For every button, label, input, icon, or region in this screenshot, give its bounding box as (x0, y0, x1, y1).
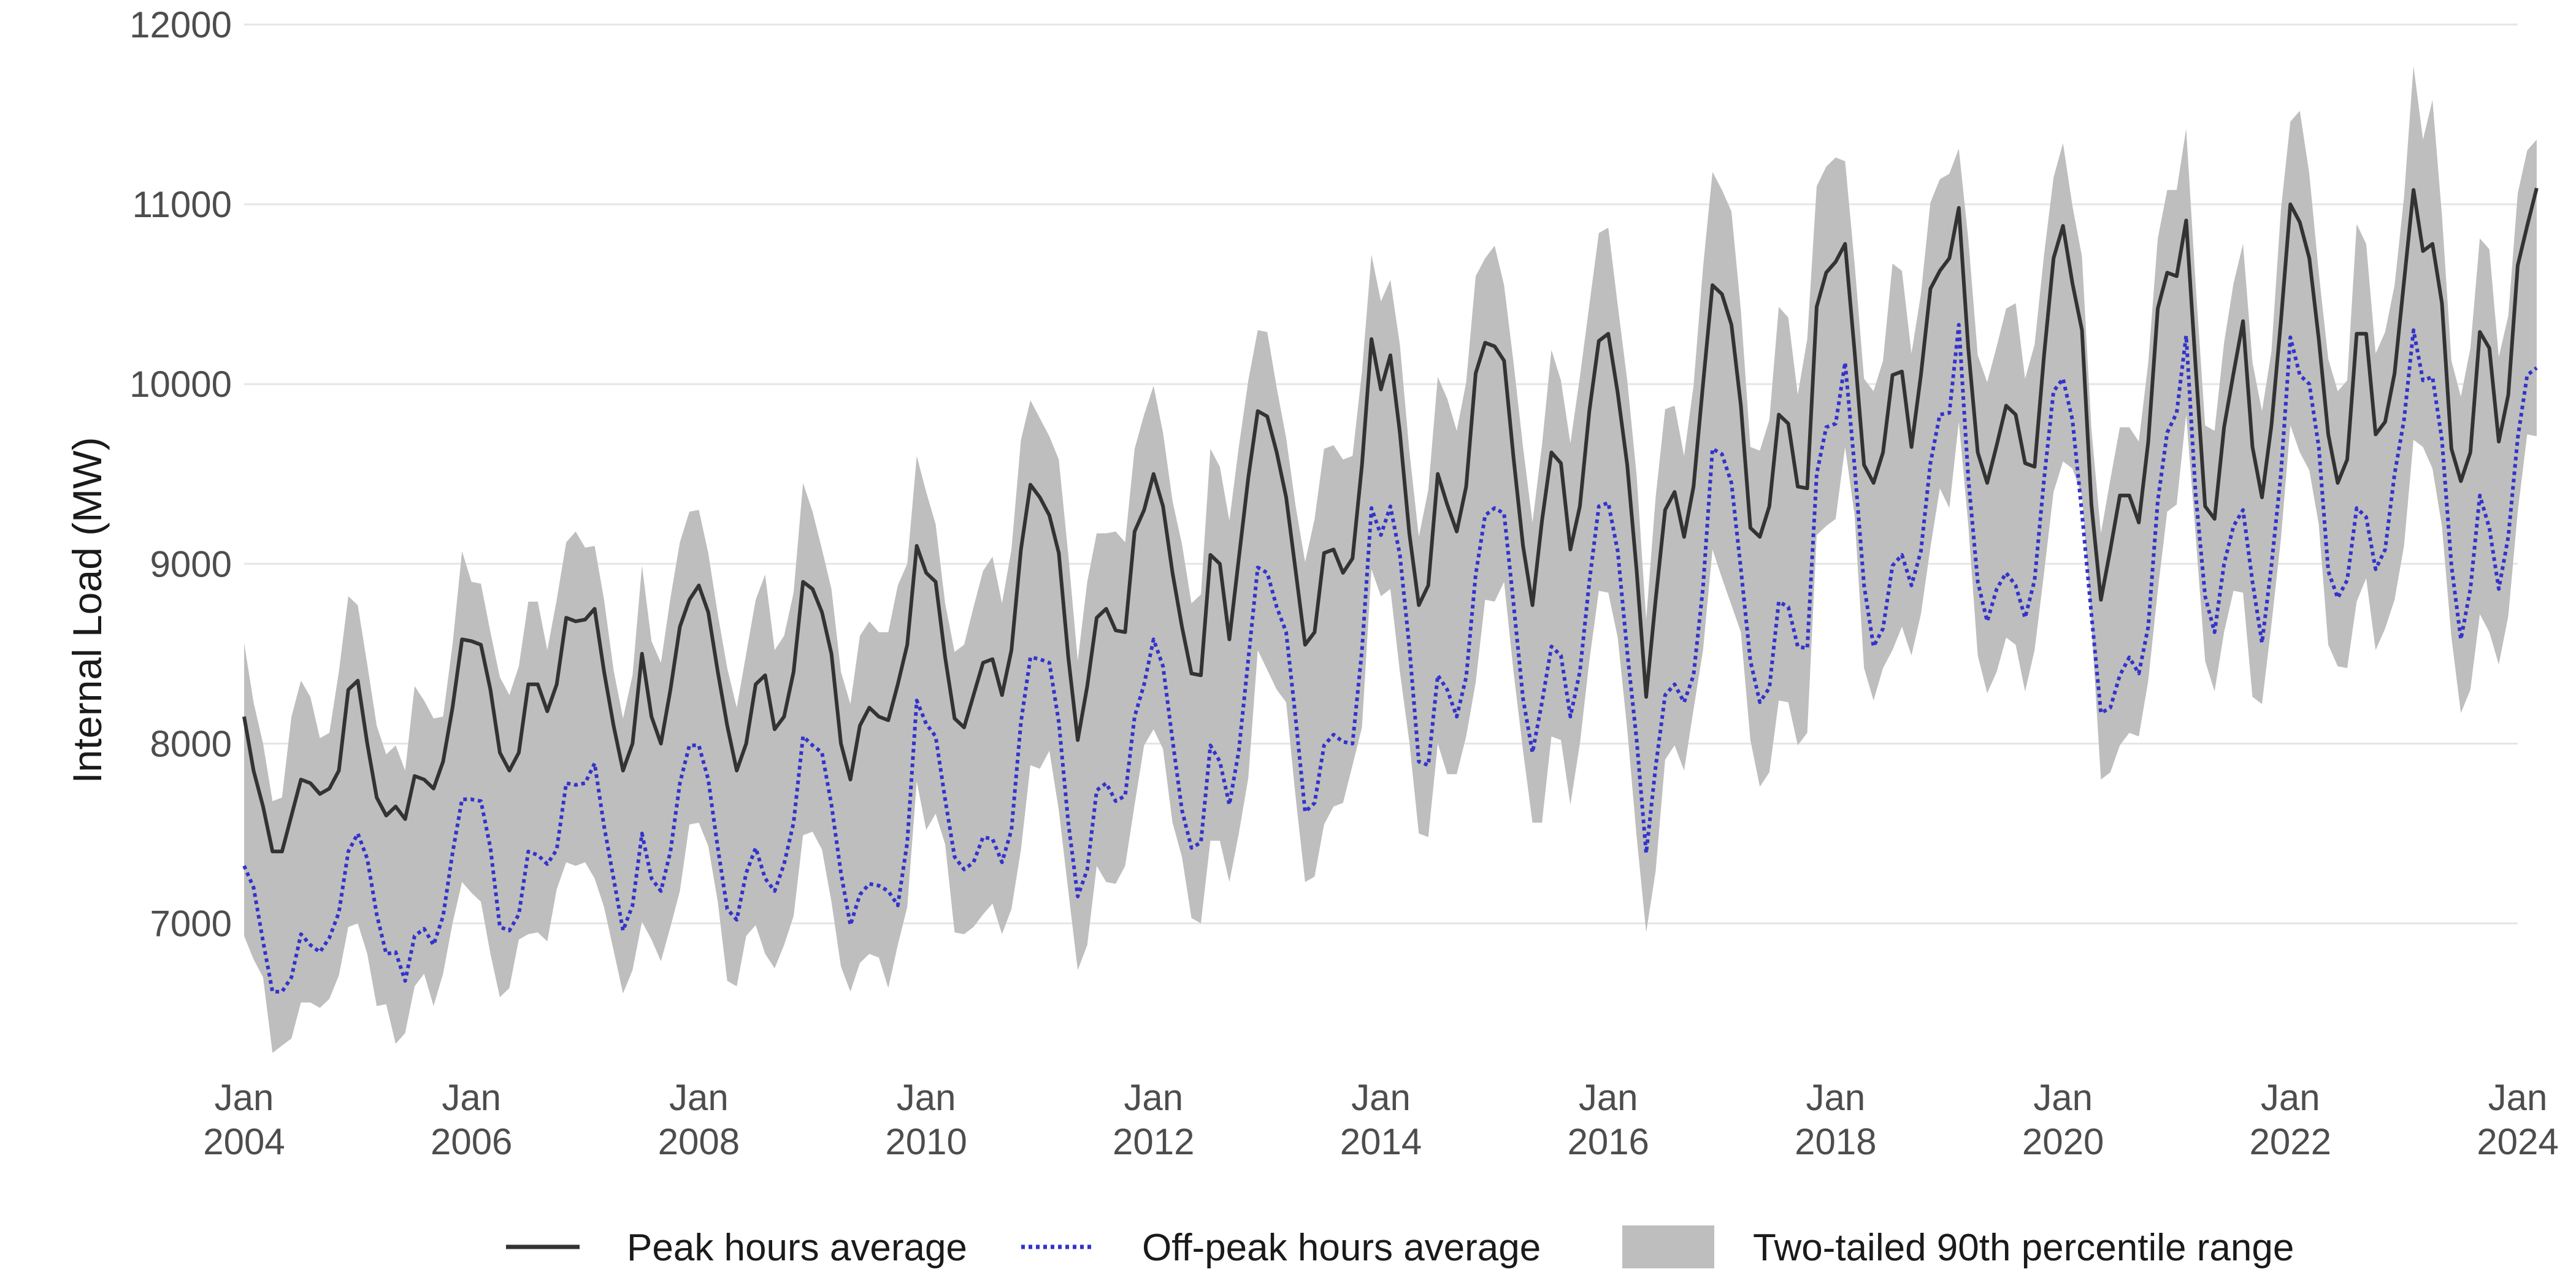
peak-hours-line (242, 187, 2539, 854)
x-tick-label: Jan 2014 (1340, 1077, 1422, 1162)
y-tick-label: 7000 (150, 903, 232, 945)
x-tick-label: Jan 2020 (2022, 1077, 2104, 1162)
legend-band-swatch (1622, 1225, 1714, 1268)
legend: Peak hours average Off-peak hours averag… (506, 1225, 2294, 1269)
x-tick-label: Jan 2022 (2250, 1077, 2331, 1162)
y-axis-ticks: 7000 8000 9000 10000 11000 12000 (129, 4, 232, 945)
x-tick-label: Jan 2006 (431, 1077, 512, 1162)
legend-band-label: Two-tailed 90th percentile range (1753, 1227, 2294, 1269)
y-tick-label: 8000 (150, 723, 232, 764)
y-tick-label: 9000 (150, 543, 232, 585)
x-tick-label: Jan 2018 (1795, 1077, 1876, 1162)
x-tick-label: Jan 2008 (658, 1077, 740, 1162)
legend-peak-label: Peak hours average (627, 1227, 967, 1269)
x-axis-ticks: Jan 2004 Jan 2006 Jan 2008 Jan 2010 Jan 2012 Jan 20… (203, 1077, 2558, 1162)
percentile-band (244, 66, 2537, 1053)
y-axis-title: Internal Load (MW) (64, 437, 110, 784)
y-tick-label: 10000 (129, 364, 232, 405)
legend-offpeak-label: Off-peak hours average (1142, 1227, 1541, 1269)
offpeak-hours-line (242, 323, 2538, 994)
y-tick-label: 11000 (132, 184, 232, 225)
x-tick-label: Jan 2012 (1113, 1077, 1194, 1162)
x-tick-label: Jan 2010 (885, 1077, 967, 1162)
x-tick-label: Jan 2016 (1567, 1077, 1649, 1162)
x-tick-label: Jan 2004 (203, 1077, 285, 1162)
y-tick-label: 12000 (129, 4, 232, 45)
x-tick-label: Jan 2024 (2477, 1077, 2558, 1162)
